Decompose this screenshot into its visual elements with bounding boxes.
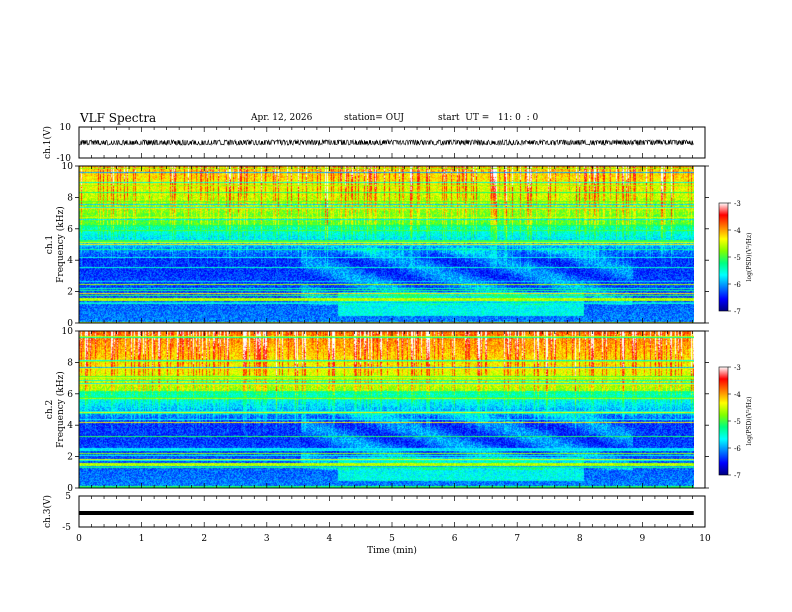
header-station: station= OUJ xyxy=(344,113,405,123)
y-tick-label: 2 xyxy=(67,288,73,298)
x-tick-label: 6 xyxy=(452,534,458,544)
y-tick-label: -5 xyxy=(62,523,71,533)
colorbar-tick-label: -4 xyxy=(734,227,741,235)
x-tick-label: 1 xyxy=(139,534,145,544)
x-tick-label: 9 xyxy=(640,534,646,544)
x-tick-label: 10 xyxy=(699,534,711,544)
spectrogram-image-ch2 xyxy=(79,331,694,488)
y-tick-label: 10 xyxy=(60,123,72,133)
y-tick-label: -10 xyxy=(57,154,72,164)
y-tick-label: 8 xyxy=(67,358,73,368)
colorbar-tick-label: -6 xyxy=(734,281,741,289)
colorbar-ch1 xyxy=(718,202,729,312)
colorbar-tick-label: -7 xyxy=(734,472,741,480)
figure-title: VLF Spectra xyxy=(80,111,157,125)
colorbar-tick-label: -6 xyxy=(734,445,741,453)
x-tick-label: 0 xyxy=(76,534,82,544)
header-date: Apr. 12, 2026 xyxy=(251,113,313,123)
colorbar-label: log(PSD)(V²/Hz) xyxy=(746,397,753,446)
header-start-time: start UT = 11: 0 : 0 xyxy=(438,113,539,123)
x-tick-label: 8 xyxy=(577,534,583,544)
y-axis-label: ch.1 xyxy=(45,235,55,254)
y-axis-label: Frequency (kHz) xyxy=(55,371,66,448)
y-tick-label: 0 xyxy=(67,319,73,329)
y-tick-label: 4 xyxy=(67,256,73,266)
x-axis-label: Time (min) xyxy=(367,545,417,556)
colorbar-tick-label: -3 xyxy=(734,200,741,208)
y-tick-label: 4 xyxy=(67,421,73,431)
y-tick-label: 0 xyxy=(67,484,73,494)
spectrogram-image-ch1 xyxy=(79,166,694,323)
colorbar-tick-label: -4 xyxy=(734,391,741,399)
x-tick-label: 7 xyxy=(514,534,520,544)
colorbar-tick-label: -3 xyxy=(734,364,741,372)
y-tick-label: 2 xyxy=(67,453,73,463)
x-tick-label: 5 xyxy=(389,534,395,544)
y-axis-label: ch.2 xyxy=(45,400,55,419)
y-tick-label: 6 xyxy=(67,225,73,235)
colorbar-tick-label: -5 xyxy=(734,418,741,426)
ch1-waveform-line xyxy=(78,138,694,147)
y-axis-label: ch.3(V) xyxy=(42,495,53,528)
y-axis-label: Frequency (kHz) xyxy=(55,206,66,283)
colorbar-ch2 xyxy=(718,366,729,476)
y-tick-label: 8 xyxy=(67,193,73,203)
y-tick-label: 6 xyxy=(67,390,73,400)
y-tick-label: 10 xyxy=(62,327,74,337)
y-axis-label: ch.1(V) xyxy=(42,126,53,159)
colorbar-tick-label: -5 xyxy=(734,254,741,262)
x-tick-label: 2 xyxy=(201,534,207,544)
x-tick-label: 3 xyxy=(264,534,270,544)
y-tick-label: 10 xyxy=(62,162,74,172)
x-tick-label: 4 xyxy=(327,534,333,544)
colorbar-tick-label: -7 xyxy=(734,308,741,316)
y-tick-label: 5 xyxy=(65,492,71,502)
colorbar-label: log(PSD)(V²/Hz) xyxy=(746,233,753,282)
